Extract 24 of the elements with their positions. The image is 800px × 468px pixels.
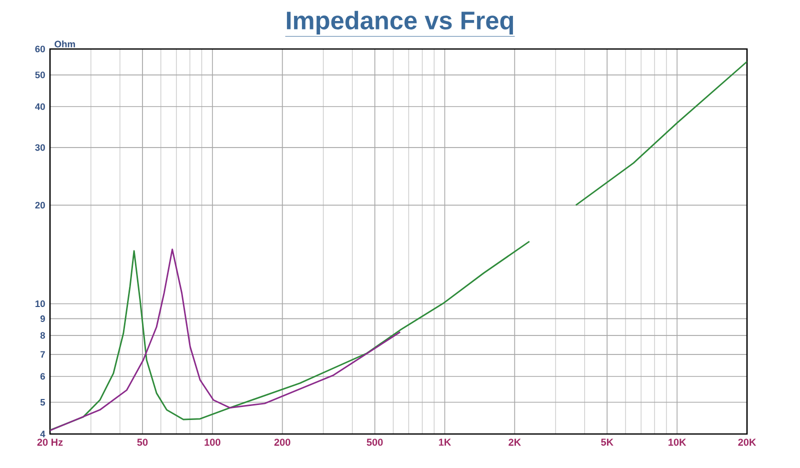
y-tick-label: 10 xyxy=(36,300,45,308)
y-tick-label: 6 xyxy=(40,373,45,380)
y-tick-label: 20 xyxy=(35,202,45,208)
y-tick-label: 30 xyxy=(35,144,45,151)
x-tick-label: 5K xyxy=(601,438,614,446)
x-tick-label: 2K xyxy=(508,438,521,446)
chart-title: Impedance vs Freq xyxy=(286,10,514,34)
y-tick-label: 60 xyxy=(35,46,45,52)
x-tick-label: 50 xyxy=(137,438,148,446)
x-tick-label: 20 Hz xyxy=(37,438,63,446)
x-tick-label: 10K xyxy=(668,438,686,446)
y-tick-label: 40 xyxy=(35,103,45,110)
y-tick-label: 50 xyxy=(35,72,45,78)
x-tick-label: 20K xyxy=(738,438,756,446)
x-tick-label: 1K xyxy=(438,438,452,446)
y-axis-title: Ohm xyxy=(54,40,75,48)
y-tick-label: 4 xyxy=(40,430,46,438)
y-tick-label: 8 xyxy=(40,332,45,339)
y-tick-label: 9 xyxy=(40,315,45,322)
y-tick-label: 5 xyxy=(40,399,46,406)
x-tick-label: 500 xyxy=(366,438,383,446)
y-tick-label: 7 xyxy=(40,351,45,358)
x-tick-label: 100 xyxy=(204,438,220,446)
x-tick-label: 200 xyxy=(274,438,290,446)
